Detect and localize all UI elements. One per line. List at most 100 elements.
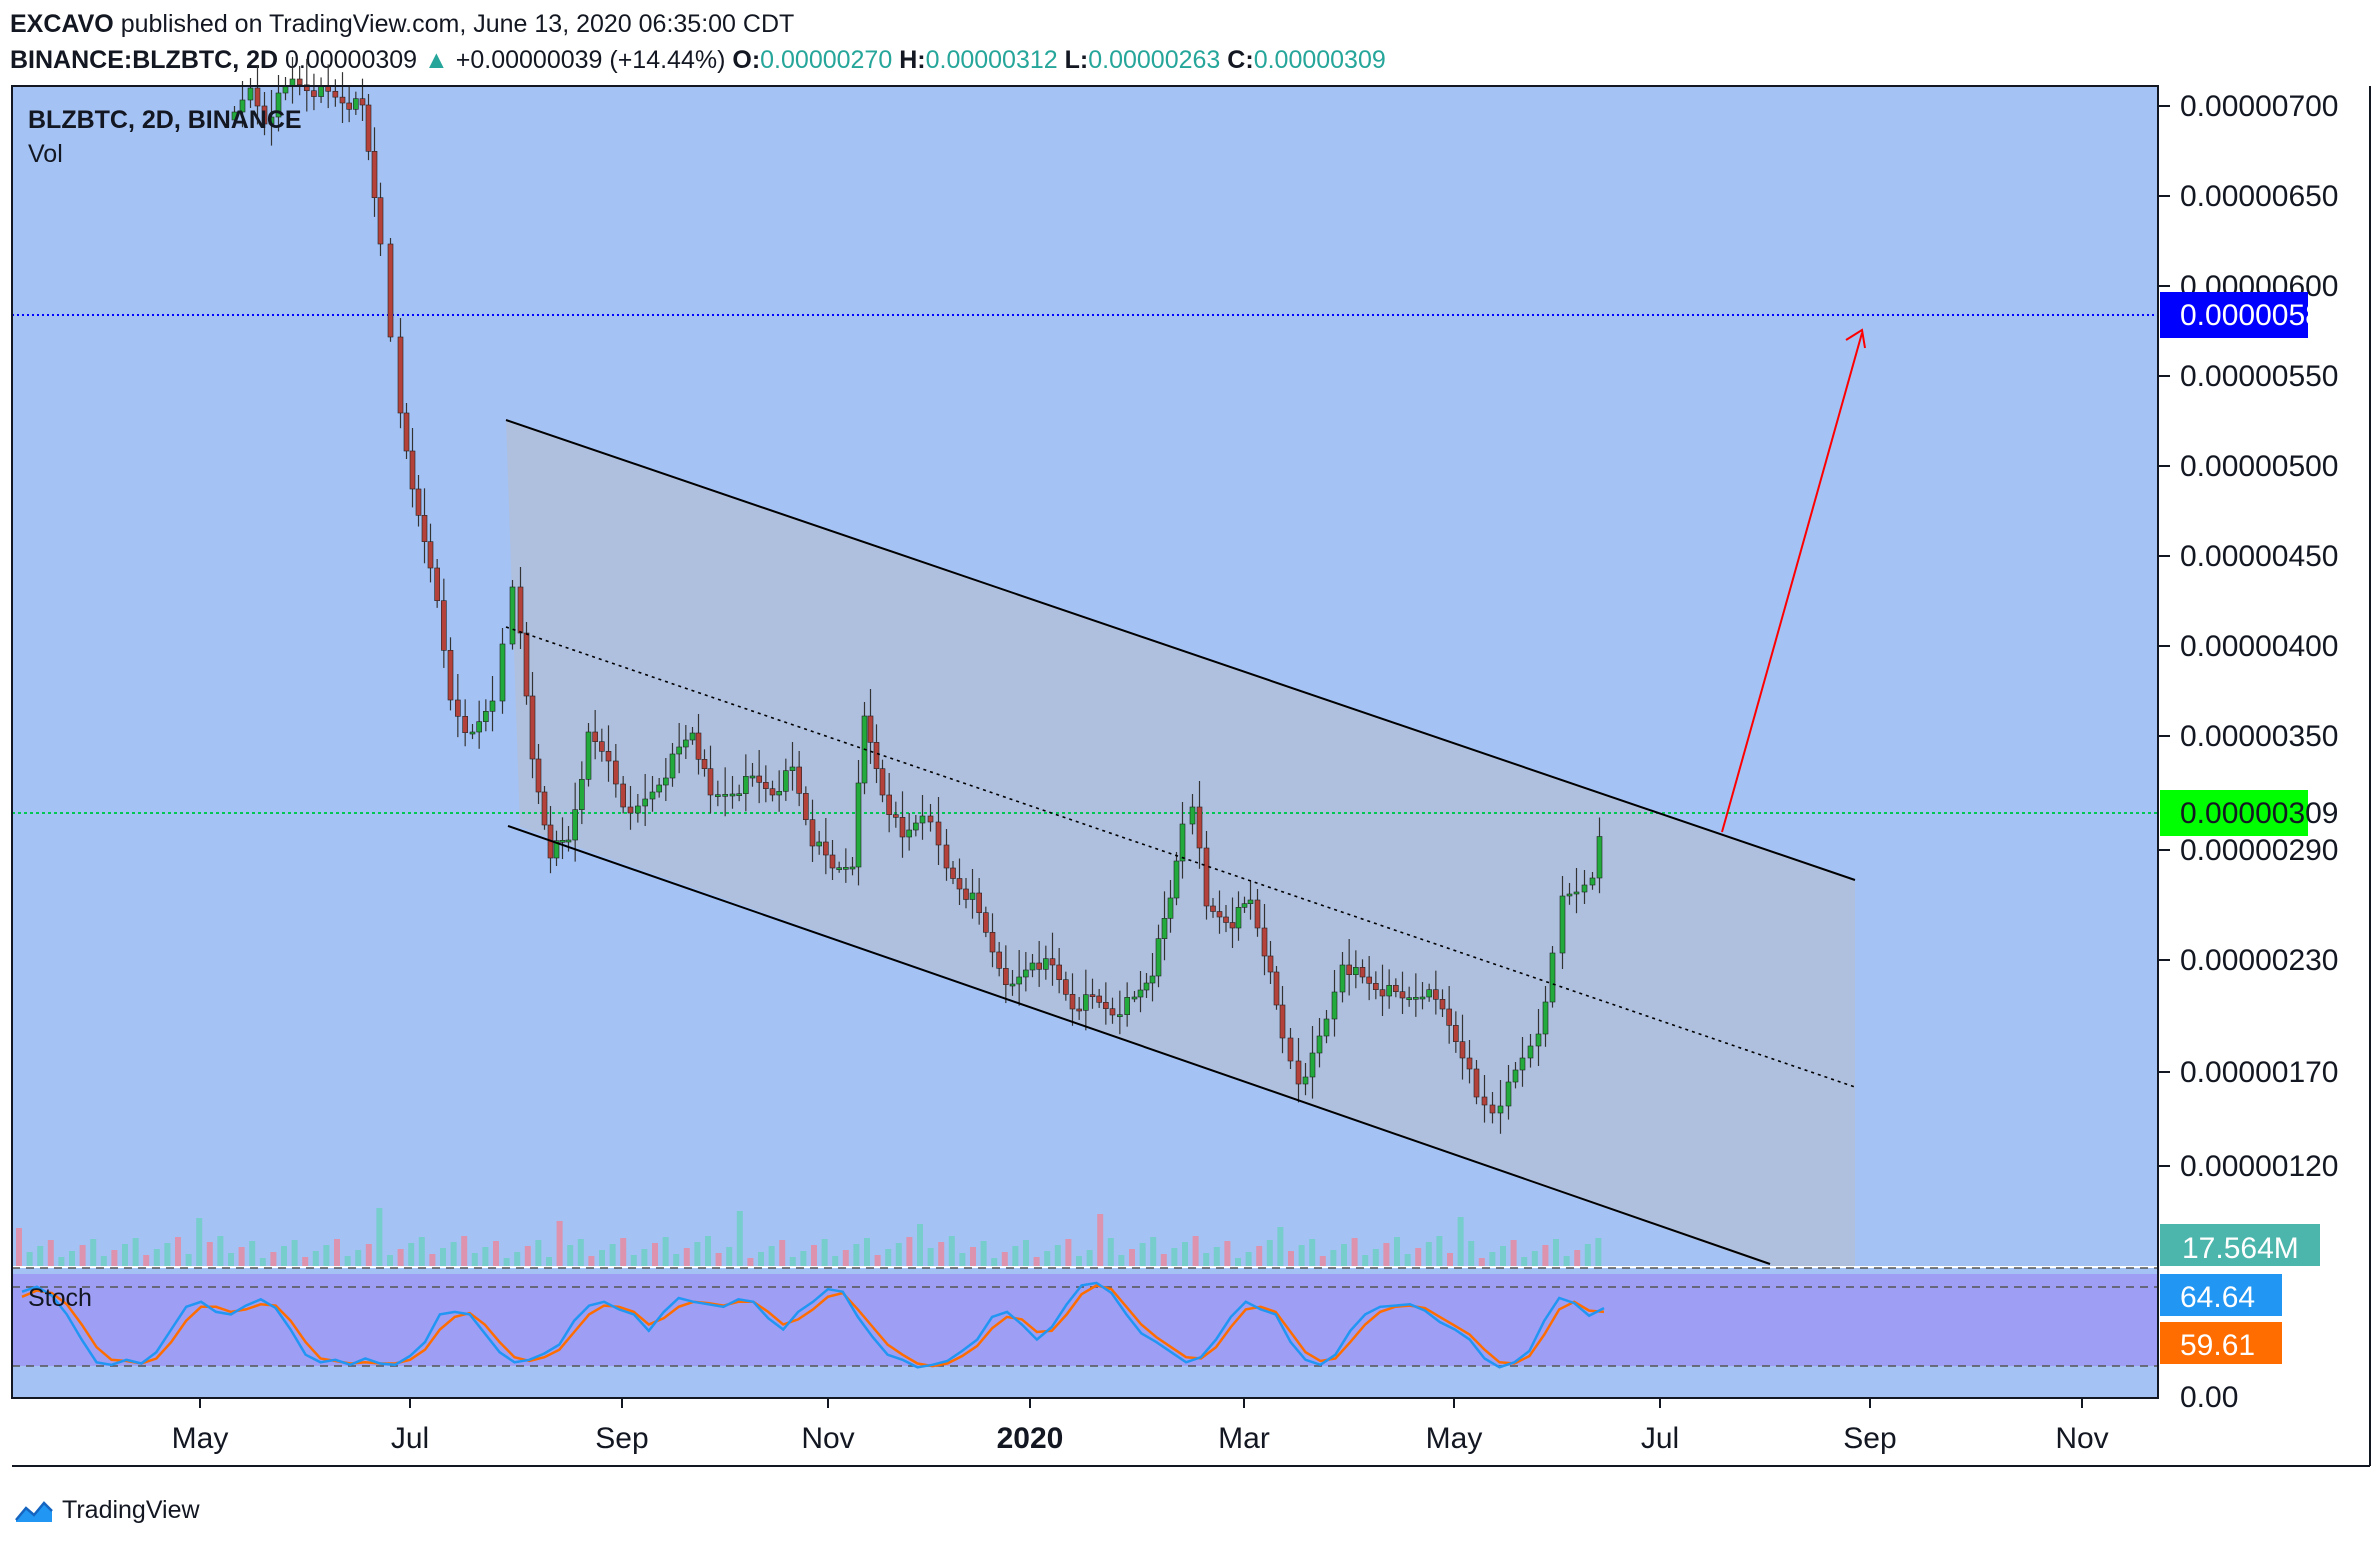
candle-body	[1161, 918, 1168, 939]
candle-body	[743, 776, 749, 794]
candle-body	[231, 111, 238, 121]
ohlc-line: BINANCE:BLZBTC, 2D 0.00000309 ▲ +0.00000…	[10, 42, 1386, 78]
candle-body	[656, 784, 662, 793]
volume-bar	[1362, 1255, 1369, 1266]
volume-bar	[16, 1228, 22, 1266]
candle-body	[318, 85, 324, 97]
tradingview-logo[interactable]: TradingView	[14, 1496, 200, 1525]
last-price-axis-label: 0.00000309	[2180, 797, 2339, 830]
candle-body	[627, 806, 634, 814]
candle-body	[1393, 985, 1399, 992]
volume-bar	[524, 1246, 531, 1266]
target-arrow-line	[1721, 332, 1863, 833]
volume-bar	[238, 1247, 245, 1266]
candle-body	[296, 78, 303, 86]
open-value: 0.00000270	[760, 46, 893, 74]
volume-bar	[143, 1255, 150, 1266]
candle-body	[1519, 1057, 1526, 1071]
candle-body	[642, 798, 648, 807]
volume-bar	[673, 1254, 680, 1266]
volume-bar	[1574, 1250, 1581, 1266]
candle-body	[311, 90, 317, 97]
candle-body	[541, 791, 548, 826]
candle-body	[1029, 962, 1036, 971]
volume-bar	[1277, 1227, 1284, 1266]
candle-body	[1473, 1068, 1480, 1098]
candle-body	[409, 450, 416, 490]
candle-body	[1235, 907, 1242, 929]
candle-body	[599, 741, 605, 752]
volume-bar	[1457, 1217, 1464, 1266]
candle-body	[1063, 979, 1069, 995]
low-value: 0.00000263	[1088, 46, 1221, 74]
candle-body	[387, 243, 394, 338]
volume-bar	[1341, 1244, 1347, 1266]
candle-body	[1254, 899, 1261, 929]
volume-bar	[418, 1237, 425, 1266]
tradingview-brand: TradingView	[62, 1496, 200, 1524]
candle-body	[707, 768, 714, 796]
volume-bar	[1351, 1238, 1358, 1266]
volume-bar	[100, 1256, 107, 1266]
candle-body	[397, 336, 404, 414]
volume-bar	[440, 1248, 446, 1266]
volume-bar	[1065, 1239, 1072, 1266]
candle-body	[796, 766, 802, 794]
candle-body	[1196, 806, 1203, 849]
volume-bar	[1415, 1248, 1422, 1266]
candle-body	[1056, 964, 1062, 980]
volume-bar	[959, 1253, 966, 1266]
last-price-badge	[2160, 790, 2308, 836]
candle-body	[1331, 991, 1338, 1020]
candle-body	[879, 768, 886, 796]
candle-body	[769, 788, 776, 796]
candle-body	[1103, 1002, 1109, 1009]
volume-bar	[874, 1255, 881, 1266]
legend-volume: Vol	[28, 140, 63, 168]
candle-body	[1109, 1008, 1116, 1016]
candle-body	[1003, 968, 1009, 985]
volume-bar	[885, 1249, 892, 1266]
volume-bar	[206, 1242, 213, 1266]
volume-bar	[1425, 1242, 1432, 1266]
tradingview-logo-icon	[15, 1500, 53, 1522]
candle-body	[843, 867, 849, 870]
candle-body	[447, 650, 454, 701]
candle-body	[1124, 997, 1130, 1015]
volume-bar	[556, 1221, 563, 1266]
candle-body	[1549, 952, 1556, 1003]
candle-body	[1406, 997, 1412, 1000]
volume-bar	[47, 1240, 54, 1266]
candle-body	[585, 731, 592, 780]
volume-bar	[1235, 1258, 1241, 1266]
candle-body	[553, 840, 560, 859]
candle-body	[1419, 996, 1426, 1000]
candle-body	[303, 84, 310, 92]
candle-body	[1453, 1025, 1459, 1042]
volume-bar	[1192, 1236, 1199, 1266]
time-tick-label: Nov	[2055, 1422, 2108, 1455]
candle-body	[1069, 994, 1076, 1010]
candle-body	[1143, 982, 1150, 991]
volume-bar	[334, 1239, 340, 1266]
volume-bar	[758, 1252, 764, 1266]
resistance-price-label: 0.00000582	[2180, 299, 2339, 332]
volume-bar	[291, 1240, 298, 1266]
candle-body	[1076, 1008, 1082, 1012]
candle-body	[1210, 905, 1216, 912]
candle-body	[1399, 991, 1406, 999]
candle-body	[1535, 1033, 1542, 1047]
volume-bar	[387, 1255, 393, 1266]
volume-bar	[1309, 1239, 1316, 1266]
candle-body	[913, 822, 919, 831]
time-tick-label: May	[1426, 1422, 1483, 1455]
candle-body	[715, 794, 721, 797]
stoch-d-badge	[2160, 1322, 2282, 1364]
time-axis[interactable]: May Jul Sep Nov 2020 Mar May Jul Sep Nov	[172, 1398, 2109, 1455]
volume-bar	[1001, 1252, 1008, 1266]
volume-bar	[864, 1238, 870, 1266]
candle-body	[1279, 1004, 1286, 1039]
candle-body	[1489, 1104, 1496, 1114]
price-axis[interactable]: 0.000007000.000006500.000006000.00000550…	[2158, 90, 2339, 1183]
